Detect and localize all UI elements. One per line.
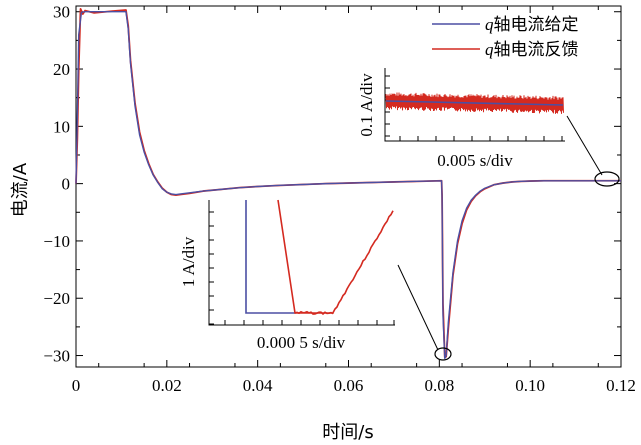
y-axis-title: 电流/A xyxy=(10,162,31,217)
legend-label-feedback: q轴电流反馈 xyxy=(485,40,579,60)
x-tick-label: 0 xyxy=(72,376,81,395)
y-axis-tick-labels: 30 20 10 0 −10 −20 −30 xyxy=(43,3,70,366)
legend-name-reference: 轴电流给定 xyxy=(494,15,579,35)
x-tick-label: 0.02 xyxy=(152,376,182,395)
y-tick-label: 0 xyxy=(62,175,71,194)
y-axis-ticks xyxy=(76,11,621,357)
inset-steady-state-xlabel: 0.005 s/div xyxy=(437,151,513,170)
inset-peak-ticks xyxy=(209,211,395,325)
x-axis-tick-labels: 0 0.02 0.04 0.06 0.08 0.10 0.12 xyxy=(72,376,636,395)
y-tick-label: 30 xyxy=(53,3,70,22)
y-tick-label: −30 xyxy=(43,347,70,366)
inset-peak-feedback-line xyxy=(277,199,394,314)
y-tick-label: −20 xyxy=(43,289,70,308)
inset-peak-leader xyxy=(397,264,439,351)
legend: q轴电流给定 q轴电流反馈 xyxy=(432,15,579,60)
inset-steady-state: 0.1 A/div 0.005 s/div xyxy=(357,66,620,187)
x-tick-label: 0.12 xyxy=(606,376,636,395)
inset-steady-state-reference-line xyxy=(385,100,564,106)
inset-peak-reference-line xyxy=(245,200,295,314)
y-tick-label: 20 xyxy=(53,60,70,79)
inset-peak: 1 A/div 0.000 5 s/div xyxy=(179,198,452,361)
inset-peak-zoom-ellipse xyxy=(434,347,452,361)
y-tick-label: −10 xyxy=(43,232,70,251)
inset-steady-state-feedback-band xyxy=(385,92,564,114)
y-tick-label: 10 xyxy=(53,117,70,136)
inset-steady-state-ylabel: 0.1 A/div xyxy=(357,73,376,137)
inset-peak-xlabel: 0.000 5 s/div xyxy=(257,333,346,352)
legend-name-feedback: 轴电流反馈 xyxy=(494,40,579,60)
legend-prefix-reference: q xyxy=(485,15,494,34)
x-tick-label: 0.08 xyxy=(424,376,454,395)
x-tick-label: 0.04 xyxy=(243,376,273,395)
x-axis-title: 时间/s xyxy=(322,422,373,443)
inset-peak-bg xyxy=(207,198,397,330)
inset-peak-ylabel: 1 A/div xyxy=(179,236,198,287)
x-tick-label: 0.10 xyxy=(515,376,545,395)
legend-prefix-feedback: q xyxy=(485,40,494,59)
inset-steady-state-zoom-ellipse xyxy=(594,171,620,187)
x-axis-ticks xyxy=(75,6,622,367)
inset-peak-axes xyxy=(208,200,395,326)
inset-steady-state-axes xyxy=(384,68,565,142)
series-layer xyxy=(75,7,621,360)
series-line-reference xyxy=(75,11,621,360)
legend-label-reference: q轴电流给定 xyxy=(485,15,579,35)
x-tick-label: 0.06 xyxy=(334,376,364,395)
inset-steady-state-leader xyxy=(566,115,603,176)
